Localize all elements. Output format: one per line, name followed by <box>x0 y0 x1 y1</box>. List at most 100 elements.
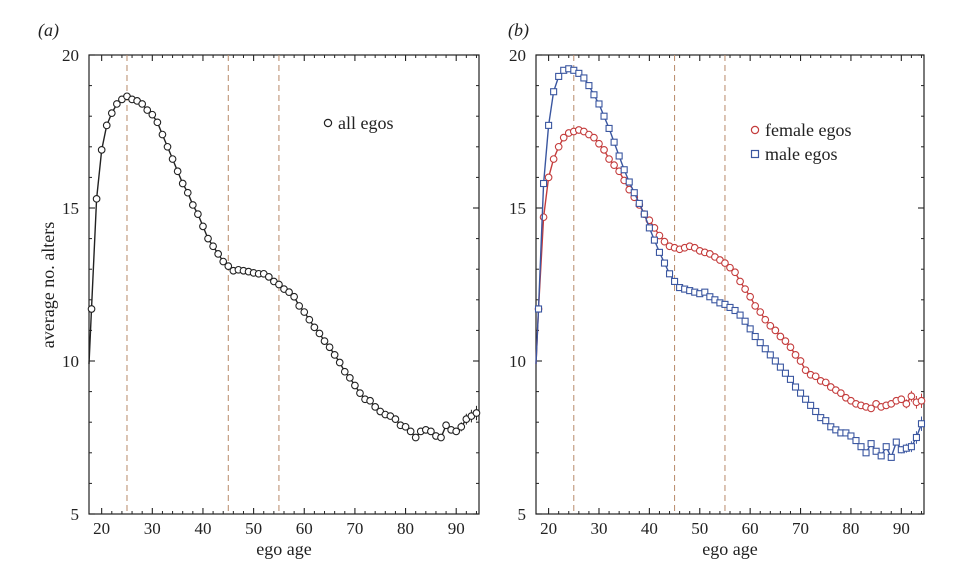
y-tick-label-5: 5 <box>518 505 527 524</box>
panel-a-series <box>87 92 481 442</box>
point-male-egos-59 <box>741 317 749 325</box>
point-male-egos-21 <box>550 88 558 96</box>
point-all-egos-40 <box>199 222 207 231</box>
point-male-egos-34 <box>615 152 623 160</box>
point-male-egos-36 <box>625 178 633 186</box>
point-male-egos-94 <box>917 420 926 428</box>
point-all-egos-71 <box>356 389 364 397</box>
point-female-egos-58 <box>736 277 744 286</box>
legend-label-male-egos: male egos <box>765 144 837 164</box>
point-all-egos-23 <box>113 100 121 108</box>
point-all-egos-29 <box>143 106 152 114</box>
point-all-egos-61 <box>305 315 314 324</box>
point-male-egos-80 <box>847 432 855 440</box>
point-male-egos-63 <box>761 345 769 353</box>
panel-b-frame <box>535 54 925 515</box>
point-male-egos-44 <box>665 270 674 278</box>
point-male-egos-41 <box>650 236 658 244</box>
point-female-egos-62 <box>756 308 765 316</box>
point-all-egos-57 <box>285 288 293 297</box>
point-all-egos-74 <box>371 403 380 411</box>
point-male-egos-20 <box>545 121 553 129</box>
panel-b-vlines <box>573 55 726 514</box>
point-male-egos-84 <box>867 440 875 448</box>
series-line-all-egos <box>88 95 477 439</box>
point-male-egos-67 <box>781 369 789 377</box>
point-male-egos-89 <box>892 438 900 446</box>
point-male-egos-28 <box>585 82 593 90</box>
point-all-egos-30 <box>148 110 157 119</box>
point-all-egos-63 <box>315 329 324 338</box>
panel-a: (a) 5 10 15 20 20 30 40 50 60 70 80 90 ego age ave… <box>38 20 481 559</box>
point-female-egos-32 <box>605 155 613 163</box>
point-male-egos-69 <box>791 383 800 391</box>
point-male-egos-72 <box>807 401 815 409</box>
point-female-egos-70 <box>796 357 805 365</box>
panel-a-ylabel: average no. alters <box>38 222 58 348</box>
point-female-egos-63 <box>761 315 770 324</box>
point-female-egos-31 <box>600 146 608 154</box>
point-all-egos-55 <box>275 280 283 289</box>
point-all-egos-85 <box>427 427 435 436</box>
point-all-egos-35 <box>173 167 182 176</box>
point-female-egos-66 <box>776 332 785 341</box>
point-all-egos-66 <box>330 351 339 359</box>
point-all-egos-90 <box>452 427 461 436</box>
panel-b: (b) 5 10 15 20 20 30 40 50 60 70 80 90 ego age fem… <box>508 20 926 559</box>
x-tick-label-60: 60 <box>296 519 313 538</box>
point-male-egos-87 <box>882 443 890 451</box>
point-male-egos-61 <box>751 332 759 341</box>
point-male-egos-42 <box>655 248 664 256</box>
point-male-egos-82 <box>857 443 865 451</box>
x-tick-label-90: 90 <box>893 519 910 538</box>
point-female-egos-30 <box>595 139 603 148</box>
point-male-egos-66 <box>776 363 784 371</box>
point-female-egos-21 <box>549 155 558 163</box>
point-all-egos-21 <box>102 121 111 130</box>
point-all-egos-64 <box>320 337 329 345</box>
point-all-egos-20 <box>97 146 106 154</box>
x-tick-label-30: 30 <box>590 519 607 538</box>
point-female-egos-60 <box>746 292 755 301</box>
point-female-egos-19 <box>539 213 548 222</box>
point-all-egos-58 <box>290 292 298 301</box>
point-female-egos-69 <box>791 351 800 359</box>
panel-a-label: (a) <box>38 20 59 41</box>
point-all-egos-41 <box>204 234 212 243</box>
point-all-egos-59 <box>295 302 304 310</box>
point-male-egos-40 <box>645 224 653 232</box>
point-all-egos-31 <box>153 118 162 127</box>
legend-marker-female-egos <box>750 125 760 135</box>
point-male-egos-75 <box>822 417 830 425</box>
point-male-egos-26 <box>575 69 583 77</box>
point-male-egos-27 <box>580 74 588 82</box>
point-all-egos-36 <box>178 179 187 188</box>
point-all-egos-82 <box>411 433 420 442</box>
point-male-egos-18 <box>534 305 543 313</box>
legend-marker-male-egos <box>750 149 760 159</box>
x-tick-label-50: 50 <box>245 519 262 538</box>
point-all-egos-65 <box>325 343 334 352</box>
point-male-egos-43 <box>660 259 669 267</box>
point-male-egos-38 <box>635 199 643 207</box>
point-all-egos-33 <box>163 142 172 151</box>
point-female-egos-75 <box>821 378 830 387</box>
point-male-egos-19 <box>540 179 548 188</box>
panel-a-xticks: 20 30 40 50 60 70 80 90 <box>93 55 477 538</box>
point-female-egos-57 <box>731 268 739 277</box>
x-tick-label-30: 30 <box>144 519 161 538</box>
panel-a-xlabel: ego age <box>256 539 311 559</box>
point-male-egos-93 <box>912 433 920 442</box>
y-tick-label-15: 15 <box>509 199 526 218</box>
point-male-egos-51 <box>701 288 709 296</box>
legend-label-all-egos: all egos <box>338 113 394 133</box>
panel-a-yticks: 5 10 15 20 <box>62 46 479 524</box>
legend-label-female-egos: female egos <box>765 120 851 140</box>
panel-b-label: (b) <box>508 20 529 41</box>
point-female-egos-29 <box>590 133 598 142</box>
point-all-egos-53 <box>264 273 273 281</box>
point-all-egos-45 <box>224 262 233 270</box>
point-male-egos-81 <box>852 437 860 445</box>
point-male-egos-60 <box>746 325 754 333</box>
